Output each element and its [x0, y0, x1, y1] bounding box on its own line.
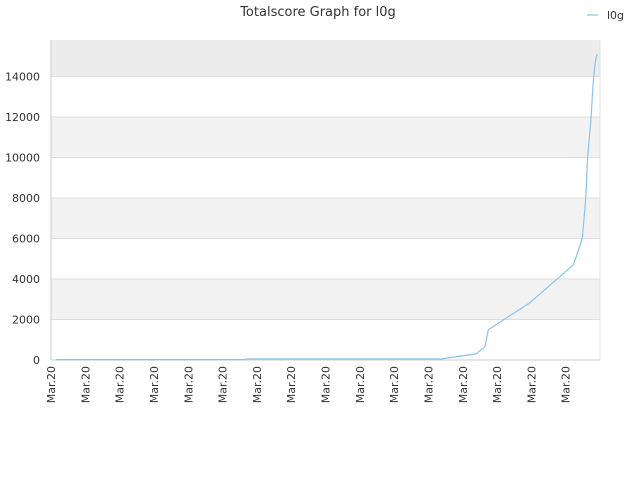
- legend[interactable]: l0g: [587, 9, 624, 22]
- y-tick-label: 2000: [12, 313, 40, 326]
- plot-band: [51, 157, 600, 198]
- x-axis-tick-labels: Mar.20 Mar.20 Mar.20 Mar.20 Mar.20 Mar.20 Mar.…: [45, 366, 573, 403]
- x-tick-label: Mar.20: [148, 366, 161, 403]
- y-tick-label: 10000: [5, 151, 40, 164]
- plot-band: [51, 278, 600, 320]
- x-tick-label: Mar.20: [79, 366, 92, 403]
- x-tick-label: Mar.20: [182, 366, 195, 403]
- plot-band: [51, 40, 600, 77]
- x-tick-label: Mar.20: [560, 366, 573, 403]
- x-tick-label: Mar.20: [388, 366, 401, 403]
- plot-bands: [51, 40, 600, 360]
- x-tick-label: Mar.20: [320, 366, 333, 403]
- y-tick-label: 6000: [12, 232, 40, 245]
- grid-lines: [51, 75, 600, 361]
- plot-band: [51, 197, 600, 239]
- y-tick-label: 4000: [12, 273, 40, 286]
- plot-band: [51, 76, 600, 117]
- plot-band: [51, 319, 600, 360]
- plot-band: [51, 116, 600, 158]
- x-tick-label: Mar.20: [251, 366, 264, 403]
- x-tick-label: Mar.20: [525, 366, 538, 403]
- x-tick-label: Mar.20: [114, 366, 127, 403]
- legend-label-l0g: l0g: [607, 9, 624, 22]
- plot-band: [51, 238, 600, 279]
- x-tick-label: Mar.20: [354, 366, 367, 403]
- series-lines: [56, 53, 598, 361]
- y-tick-label: 12000: [5, 111, 40, 124]
- x-tick-label: Mar.20: [217, 366, 230, 403]
- y-axis-tick-labels: 0 2000 4000 6000 8000 10000 12000 14000: [5, 70, 40, 367]
- series-line-l0g: [56, 53, 598, 361]
- x-tick-label: Mar.20: [491, 366, 504, 403]
- y-tick-label: 8000: [12, 192, 40, 205]
- y-tick-label: 14000: [5, 70, 40, 83]
- x-tick-label: Mar.20: [285, 366, 298, 403]
- x-tick-label: Mar.20: [45, 366, 58, 403]
- y-tick-label: 0: [33, 354, 40, 367]
- x-tick-label: Mar.20: [422, 366, 435, 403]
- chart-title: Totalscore Graph for l0g: [239, 5, 396, 20]
- x-tick-label: Mar.20: [457, 366, 470, 403]
